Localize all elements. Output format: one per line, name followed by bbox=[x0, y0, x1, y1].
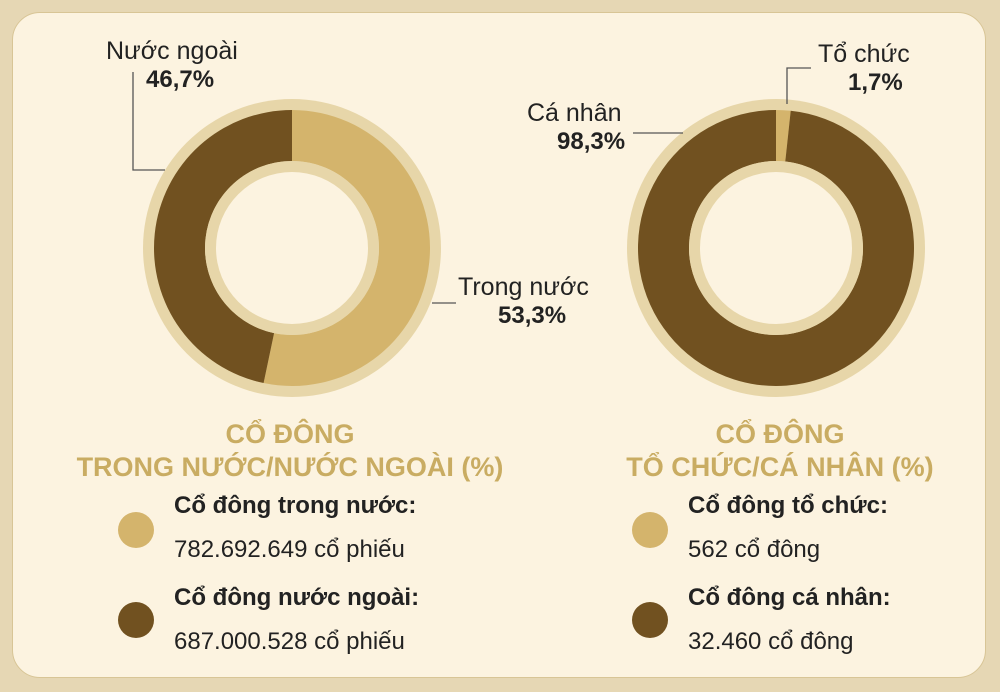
chart-title-domestic-foreign: CỔ ĐÔNG TRONG NƯỚC/NƯỚC NGOÀI (%) bbox=[76, 419, 504, 482]
slice-label-domestic: Trong nước 53,3% bbox=[458, 273, 589, 329]
legend-dot-icon bbox=[118, 512, 154, 548]
leader-lines bbox=[132, 67, 811, 304]
chart-title-institutional-individual: CỔ ĐÔNG TỔ CHỨC/CÁ NHÂN (%) bbox=[626, 419, 934, 482]
donut-slice-1 bbox=[154, 110, 292, 384]
legend-dot-icon bbox=[118, 602, 154, 638]
donut-hole bbox=[700, 172, 852, 324]
donut-hole bbox=[216, 172, 368, 324]
donut-chart-institutional-individual bbox=[627, 99, 925, 397]
legend-dot-icon bbox=[632, 512, 668, 548]
slice-label-institutional: Tổ chức 1,7% bbox=[818, 40, 910, 96]
slice-label-foreign: Nước ngoài 46,7% bbox=[106, 37, 238, 93]
slice-label-individual: Cá nhân 98,3% bbox=[527, 99, 626, 155]
legend-dot-icon bbox=[632, 602, 668, 638]
donut-chart-domestic-foreign bbox=[143, 99, 441, 397]
donut-slice-0 bbox=[263, 110, 431, 386]
donut-slice-1 bbox=[638, 110, 914, 387]
donut-slice-0 bbox=[776, 110, 791, 162]
